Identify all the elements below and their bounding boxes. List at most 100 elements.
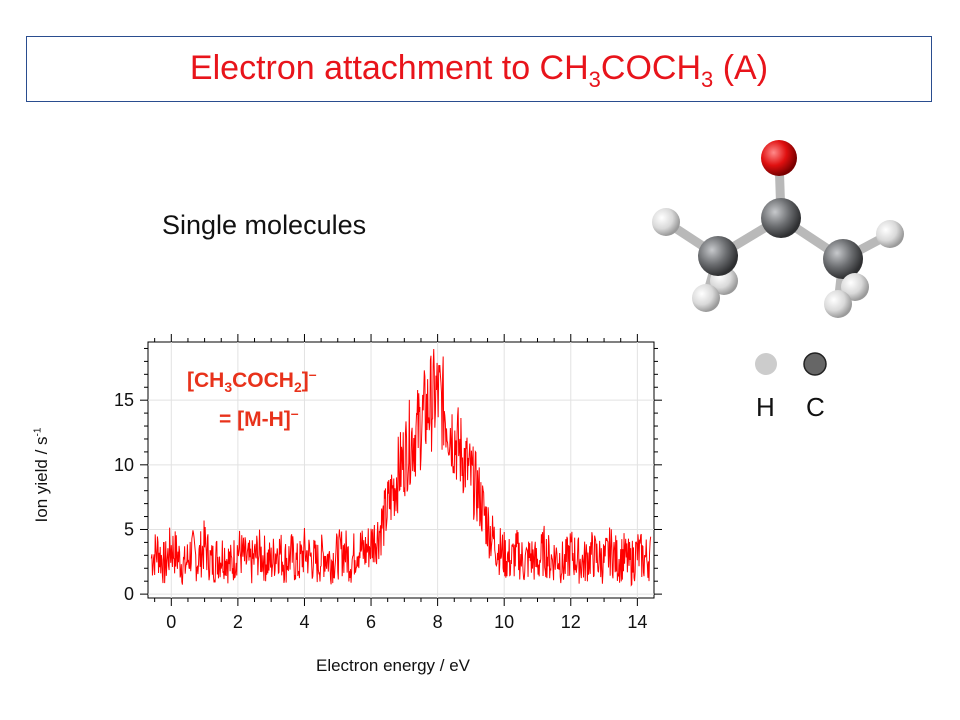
data-point xyxy=(384,519,385,520)
data-point xyxy=(171,547,172,548)
data-point xyxy=(291,555,292,556)
hydrogen-atom xyxy=(652,208,680,236)
data-point xyxy=(364,552,365,553)
data-point xyxy=(577,559,578,560)
data-point xyxy=(530,556,531,557)
data-point xyxy=(517,552,518,553)
data-point xyxy=(397,475,398,476)
x-tick-label: 6 xyxy=(366,612,376,632)
data-point xyxy=(470,477,471,478)
data-point xyxy=(444,407,445,408)
x-tick-label: 0 xyxy=(166,612,176,632)
carbon-atom xyxy=(823,239,863,279)
x-tick-label: 4 xyxy=(299,612,309,632)
data-point xyxy=(510,560,511,561)
data-point xyxy=(337,555,338,556)
data-point xyxy=(390,497,391,498)
data-point xyxy=(344,550,345,551)
data-point xyxy=(630,564,631,565)
ion-label-line2: = [M-H]– xyxy=(219,405,299,431)
y-tick-label: 0 xyxy=(124,584,134,604)
oxygen-atom xyxy=(761,140,797,176)
data-point xyxy=(457,445,458,446)
data-point xyxy=(224,553,225,554)
data-point xyxy=(590,553,591,554)
data-point xyxy=(524,562,525,563)
hydrogen-atom xyxy=(841,273,869,301)
axis-ticks xyxy=(140,334,662,606)
legend-carbon-label: C xyxy=(806,392,825,422)
data-point xyxy=(211,562,212,563)
data-point xyxy=(197,560,198,561)
data-point xyxy=(350,561,351,562)
data-point xyxy=(623,556,624,557)
data-point xyxy=(297,565,298,566)
y-tick-label: 10 xyxy=(114,455,134,475)
data-point xyxy=(557,555,558,556)
data-point xyxy=(157,550,158,551)
data-point xyxy=(330,560,331,561)
data-point xyxy=(410,438,411,439)
data-point xyxy=(370,543,371,544)
data-point xyxy=(643,559,644,560)
data-point xyxy=(430,401,431,402)
data-point xyxy=(490,534,491,535)
data-point xyxy=(424,415,425,416)
axis-tick-labels: 0 2 4 6 8 10 12 14 0 5 10 15 xyxy=(114,390,647,632)
y-tick-label: 5 xyxy=(124,519,134,539)
data-point xyxy=(610,550,611,551)
data-point xyxy=(564,565,565,566)
data-point xyxy=(450,428,451,429)
x-tick-label: 14 xyxy=(627,612,647,632)
hydrogen-atom xyxy=(824,290,852,318)
data-point xyxy=(237,548,238,549)
data-series xyxy=(150,349,652,587)
data-point xyxy=(244,559,245,560)
data-point xyxy=(257,552,258,553)
data-point xyxy=(151,557,152,558)
data-point xyxy=(537,564,538,565)
hydrogen-atom xyxy=(876,220,904,248)
x-axis-label: Electron energy / eV xyxy=(315,656,471,675)
data-point xyxy=(357,546,358,547)
data-point xyxy=(284,561,285,562)
data-point xyxy=(217,556,218,557)
data-point xyxy=(570,551,571,552)
data-point xyxy=(184,566,185,567)
x-tick-label: 10 xyxy=(494,612,514,632)
carbon-atom xyxy=(698,236,738,276)
data-point xyxy=(404,456,405,457)
legend-hydrogen-swatch xyxy=(755,353,777,375)
hydrogen-atom xyxy=(692,284,720,312)
x-tick-label: 12 xyxy=(561,612,581,632)
data-point xyxy=(464,459,465,460)
data-point xyxy=(317,562,318,563)
plot-frame xyxy=(147,341,655,599)
legend-hydrogen-label: H xyxy=(756,392,775,422)
data-point xyxy=(277,547,278,548)
ion-yield-trace xyxy=(150,349,652,587)
legend-carbon-swatch xyxy=(803,352,827,376)
data-point xyxy=(437,394,438,395)
data-point xyxy=(304,551,305,552)
data-point xyxy=(177,556,178,557)
data-point xyxy=(637,552,638,553)
data-point xyxy=(204,544,205,545)
data-point xyxy=(504,555,505,556)
data-point xyxy=(417,431,418,432)
carbon-atom xyxy=(761,198,801,238)
data-point xyxy=(544,550,545,551)
y-tick-label: 15 xyxy=(114,390,134,410)
data-point xyxy=(324,553,325,554)
data-point xyxy=(377,534,378,535)
data-point xyxy=(497,547,498,548)
data-point xyxy=(251,564,252,565)
subtitle: Single molecules xyxy=(162,210,367,240)
data-point xyxy=(477,490,478,491)
data-point xyxy=(164,565,165,566)
data-point xyxy=(583,562,584,563)
data-point xyxy=(603,561,604,562)
data-point xyxy=(311,557,312,558)
data-point xyxy=(550,560,551,561)
